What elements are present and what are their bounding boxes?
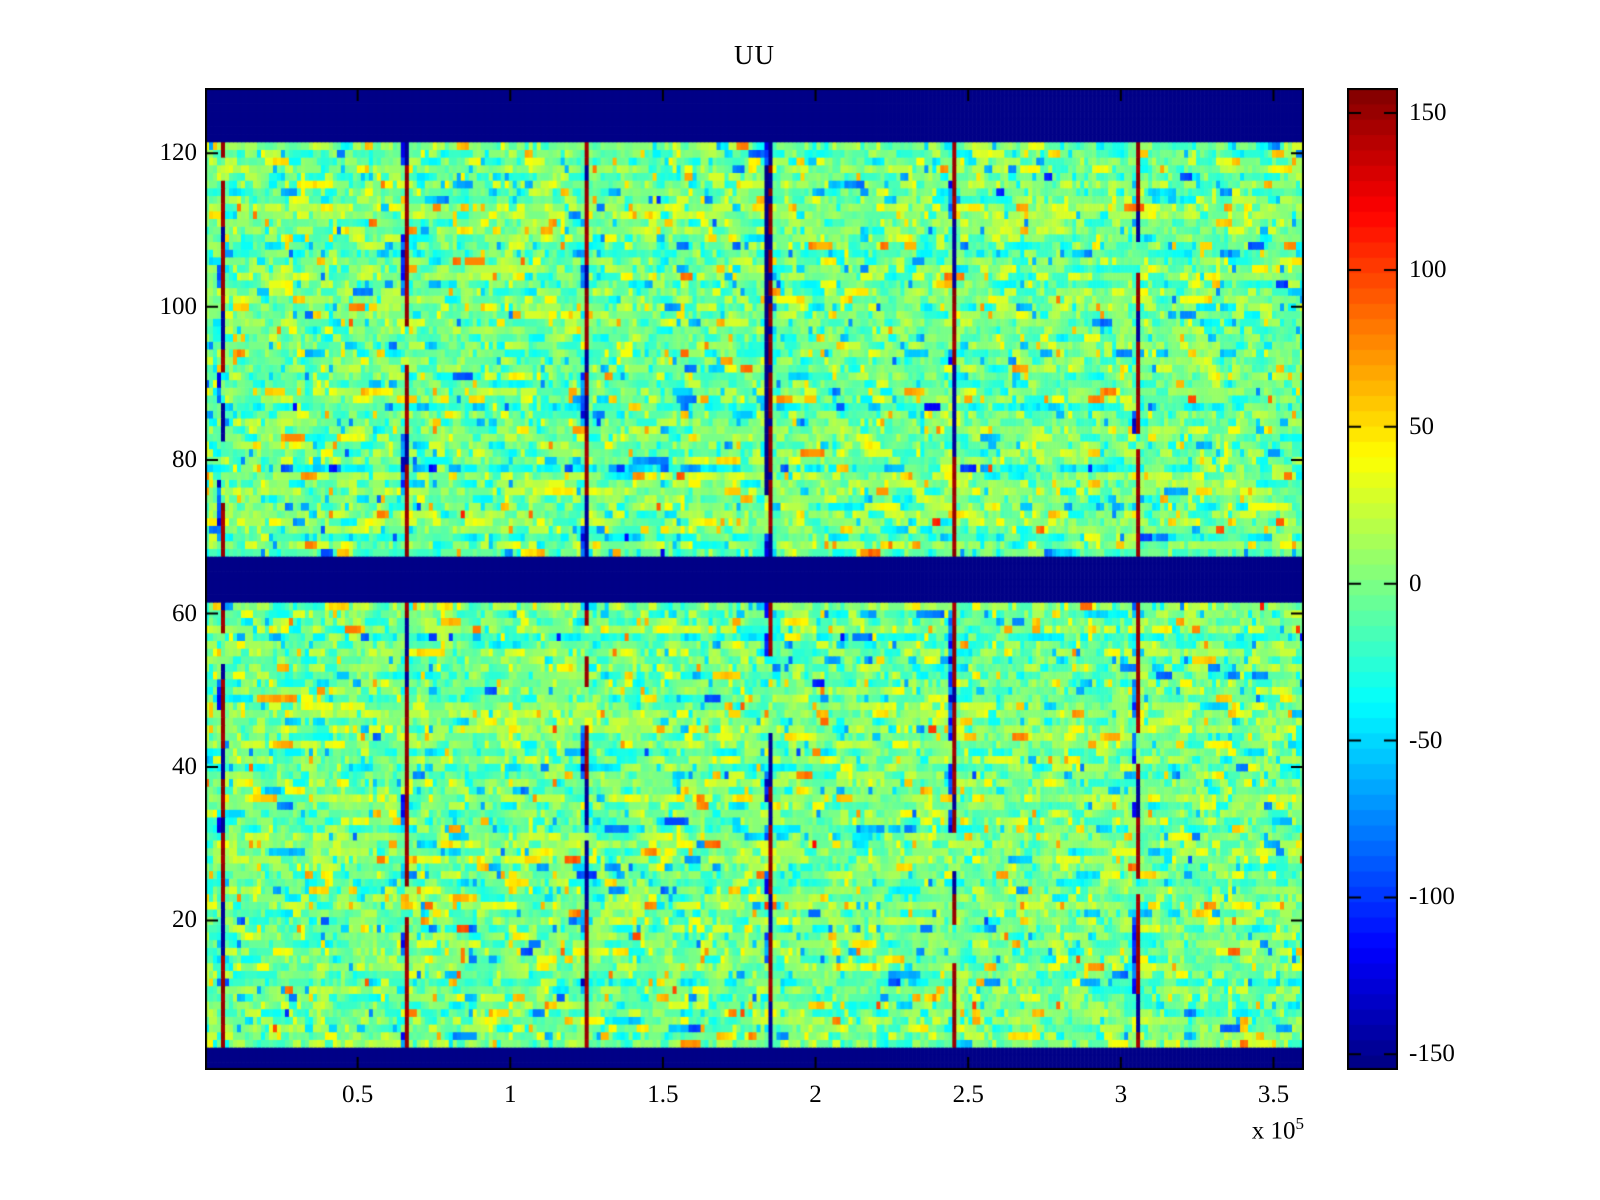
exponent-power: 5 — [1295, 1114, 1305, 1133]
heatmap-canvas — [205, 88, 1304, 1070]
y-tick-label: 80 — [172, 446, 197, 474]
colorbar-tick-label: -100 — [1409, 883, 1455, 911]
y-tick-label: 20 — [172, 906, 197, 934]
x-tick-label: 2 — [809, 1081, 822, 1108]
x-tick-label: 0.5 — [342, 1081, 374, 1108]
colorbar-tick-label: -50 — [1409, 726, 1443, 754]
x-tick-label: 3 — [1114, 1081, 1128, 1108]
x-axis-exponent-label: x 105 — [1150, 1114, 1304, 1145]
y-tick-label: 120 — [159, 139, 198, 167]
colorbar-tick-label: 50 — [1409, 412, 1434, 440]
chart-title: UU — [734, 40, 775, 70]
colorbar-tick-label: 0 — [1409, 569, 1422, 597]
x-tick-label: 3.5 — [1257, 1081, 1290, 1108]
y-tick-label: 40 — [172, 752, 197, 780]
colorbar — [1347, 88, 1398, 1070]
x-tick-label: 1.5 — [647, 1081, 679, 1108]
exponent-base: x 10 — [1251, 1117, 1296, 1145]
y-tick-label: 100 — [159, 292, 198, 320]
colorbar-tick-label: 100 — [1409, 255, 1447, 283]
colorbar-tick-label: 150 — [1409, 99, 1447, 127]
colorbar-tick-label: -150 — [1409, 1040, 1455, 1068]
x-tick-label: 1 — [504, 1081, 517, 1108]
y-tick-label: 60 — [172, 599, 197, 627]
x-tick-label: 2.5 — [952, 1081, 984, 1108]
